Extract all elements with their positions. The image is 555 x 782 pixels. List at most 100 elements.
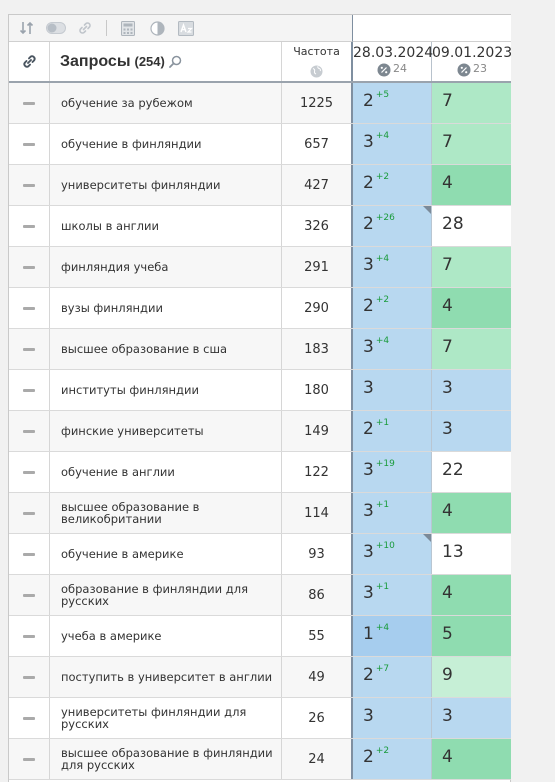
position-cell-previous[interactable]: 7 <box>432 83 512 123</box>
row-toggle[interactable] <box>9 206 50 246</box>
position-cell-previous[interactable]: 3 <box>432 370 512 410</box>
row-toggle[interactable] <box>9 288 50 328</box>
position-cell-previous[interactable]: 7 <box>432 247 512 287</box>
position-cell-current[interactable]: 1 +4 <box>352 616 432 656</box>
header-date-1[interactable]: 28.03.2024 24 <box>352 42 433 81</box>
query-text[interactable]: школы в англии <box>50 206 282 246</box>
frequency-value: 114 <box>282 493 352 533</box>
position-cell-previous[interactable]: 13 <box>432 534 512 574</box>
position-cell-current[interactable]: 2 +5 <box>352 83 432 123</box>
row-toggle[interactable] <box>9 739 50 779</box>
row-toggle[interactable] <box>9 124 50 164</box>
position-value: 1 <box>363 624 374 644</box>
link-icon[interactable] <box>75 19 95 37</box>
position-cell-previous[interactable]: 3 <box>432 411 512 451</box>
minus-icon <box>23 101 35 105</box>
query-text[interactable]: образование в финляндии для русских <box>50 575 282 615</box>
position-cell-current[interactable]: 3 <box>352 698 432 738</box>
position-cell-previous[interactable]: 5 <box>432 616 512 656</box>
position-delta: +10 <box>375 541 395 551</box>
query-text[interactable]: институты финляндии <box>50 370 282 410</box>
position-cell-current[interactable]: 3 +1 <box>352 493 432 533</box>
position-cell-previous[interactable]: 4 <box>432 165 512 205</box>
query-text[interactable]: университеты финляндии для русских <box>50 698 282 738</box>
header-queries[interactable]: Запросы (254) <box>50 42 282 81</box>
minus-icon <box>23 634 35 638</box>
row-toggle[interactable] <box>9 657 50 697</box>
header-link-cell[interactable] <box>9 42 50 81</box>
position-value: 2 <box>363 91 374 111</box>
query-text[interactable]: высшее образование в великобритании <box>50 493 282 533</box>
position-cell-previous[interactable]: 3 <box>432 698 512 738</box>
position-cell-current[interactable]: 3 +4 <box>352 124 432 164</box>
position-cell-previous[interactable]: 7 <box>432 124 512 164</box>
position-cell-current[interactable]: 3 +10 <box>352 534 432 574</box>
position-cell-current[interactable]: 3 <box>352 370 432 410</box>
date-count: 23 <box>473 62 487 75</box>
query-text[interactable]: финляндия учеба <box>50 247 282 287</box>
table-row: финские университеты 149 2 +1 3 <box>9 411 512 452</box>
calculator-icon[interactable] <box>118 19 138 37</box>
row-toggle[interactable] <box>9 575 50 615</box>
position-cell-current[interactable]: 2 +7 <box>352 657 432 697</box>
table-row: поступить в университет в англии 49 2 +7 9 <box>9 657 512 698</box>
toggle-icon[interactable] <box>46 19 66 37</box>
position-value: 3 <box>363 460 374 480</box>
query-text[interactable]: поступить в университет в англии <box>50 657 282 697</box>
query-text[interactable]: обучение в америке <box>50 534 282 574</box>
position-cell-previous[interactable]: 4 <box>432 739 512 779</box>
position-cell-previous[interactable]: 7 <box>432 329 512 369</box>
position-value: 2 <box>363 296 374 316</box>
header-date-2[interactable]: 09.01.2023 23 <box>432 42 512 81</box>
row-toggle[interactable] <box>9 493 50 533</box>
query-text[interactable]: учеба в америке <box>50 616 282 656</box>
position-cell-current[interactable]: 3 +4 <box>352 247 432 287</box>
query-text[interactable]: обучение в англии <box>50 452 282 492</box>
row-toggle[interactable] <box>9 370 50 410</box>
position-cell-current[interactable]: 2 +1 <box>352 411 432 451</box>
search-icon[interactable] <box>168 55 182 68</box>
position-cell-previous[interactable]: 22 <box>432 452 512 492</box>
query-text[interactable]: обучение за рубежом <box>50 83 282 123</box>
row-toggle[interactable] <box>9 165 50 205</box>
row-toggle[interactable] <box>9 698 50 738</box>
table-row: учеба в америке 55 1 +4 5 <box>9 616 512 657</box>
row-toggle[interactable] <box>9 83 50 123</box>
position-cell-previous[interactable]: 4 <box>432 575 512 615</box>
sort-icon[interactable] <box>17 19 37 37</box>
header-frequency[interactable]: Частота <box>282 42 352 81</box>
position-cell-current[interactable]: 2 +2 <box>352 739 432 779</box>
position-cell-current[interactable]: 2 +2 <box>352 288 432 328</box>
query-text[interactable]: финские университеты <box>50 411 282 451</box>
position-cell-current[interactable]: 2 +26 <box>352 206 432 246</box>
query-text[interactable]: высшее образование в финляндии для русск… <box>50 739 282 779</box>
position-delta: +1 <box>375 418 390 428</box>
position-cell-current[interactable]: 3 +19 <box>352 452 432 492</box>
row-toggle[interactable] <box>9 411 50 451</box>
position-cell-previous[interactable]: 4 <box>432 493 512 533</box>
minus-icon <box>23 470 35 474</box>
position-cell-current[interactable]: 3 +4 <box>352 329 432 369</box>
query-text[interactable]: обучение в финляндии <box>50 124 282 164</box>
query-text[interactable]: вузы финляндии <box>50 288 282 328</box>
position-cell-current[interactable]: 2 +2 <box>352 165 432 205</box>
frequency-value: 149 <box>282 411 352 451</box>
row-toggle[interactable] <box>9 616 50 656</box>
frequency-value: 427 <box>282 165 352 205</box>
position-cell-previous[interactable]: 9 <box>432 657 512 697</box>
row-toggle[interactable] <box>9 452 50 492</box>
date-label: 09.01.2023 <box>432 45 513 61</box>
toolbar-spacer <box>352 15 512 42</box>
query-text[interactable]: высшее образование в сша <box>50 329 282 369</box>
position-cell-current[interactable]: 3 +1 <box>352 575 432 615</box>
position-cell-previous[interactable]: 28 <box>432 206 512 246</box>
row-toggle[interactable] <box>9 534 50 574</box>
position-cell-previous[interactable]: 4 <box>432 288 512 328</box>
row-toggle[interactable] <box>9 329 50 369</box>
table-row: обучение в финляндии 657 3 +4 7 <box>9 124 512 165</box>
row-toggle[interactable] <box>9 247 50 287</box>
contrast-icon[interactable] <box>147 19 167 37</box>
frequency-value: 49 <box>282 657 352 697</box>
text-format-icon[interactable] <box>176 19 196 37</box>
query-text[interactable]: университеты финляндии <box>50 165 282 205</box>
